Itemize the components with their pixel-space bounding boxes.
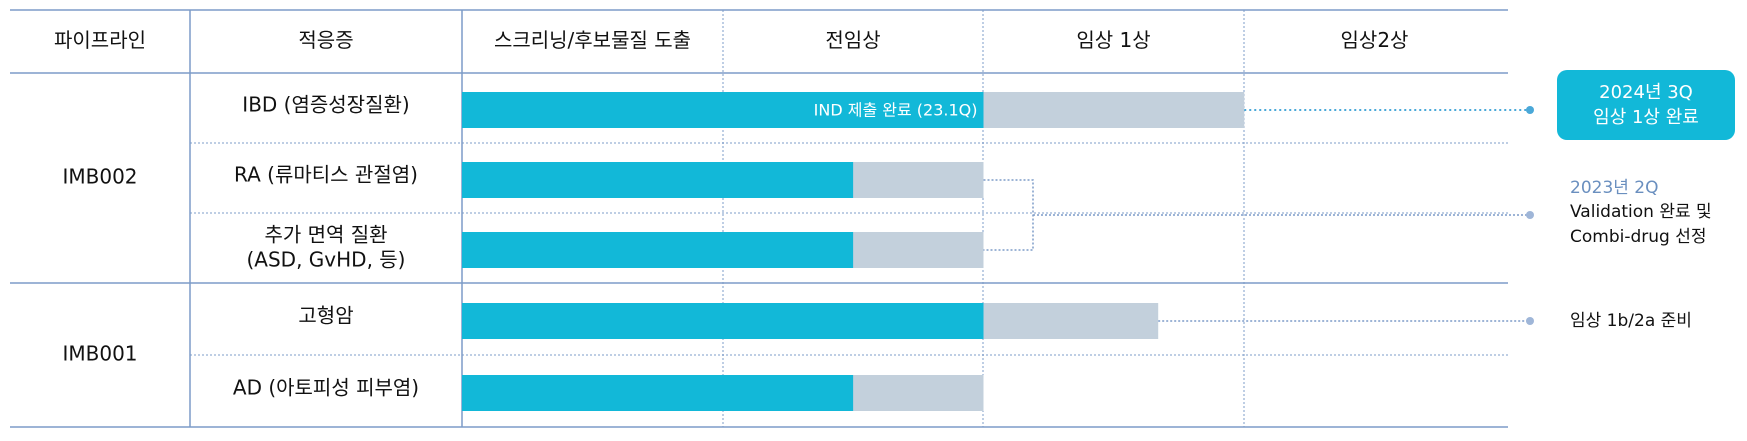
header-stage: 전임상: [825, 28, 880, 52]
indication-label: IBD (염증성장질환): [242, 93, 409, 117]
bars-layer: [462, 92, 1245, 411]
labels-layer: 파이프라인 적응증 스크리닝/후보물질 도출 전임상 임상 1상 임상2상 IBD (염증성…: [54, 28, 1408, 400]
pipeline-group-label: IMB001: [62, 342, 137, 366]
connector-dot: [1526, 211, 1534, 219]
milestone-badge: [1557, 70, 1735, 140]
milestone-date: 2023년 2Q: [1570, 178, 1659, 198]
indication-label: 고형암: [298, 304, 353, 328]
annotations-layer: 2024년 3Q 임상 1상 완료 2023년 2Q Validation 완료 및 C…: [983, 70, 1735, 331]
header-indication: 적응증: [298, 28, 353, 52]
bracket-connector: [983, 179, 1034, 251]
header-stage: 임상 1상: [1076, 28, 1150, 52]
bar-completed: [462, 232, 854, 268]
milestone-text: Combi-drug 선정: [1570, 227, 1707, 247]
bar-completed: [462, 92, 984, 128]
connector-dot: [1526, 106, 1534, 114]
bar-data-label: IND 제출 완료 (23.1Q): [814, 101, 978, 120]
milestone-text: 임상 1b/2a 준비: [1570, 311, 1692, 331]
milestone-badge-text: 2024년 3Q: [1599, 82, 1693, 103]
indication-label: AD (아토피성 피부염): [233, 376, 419, 400]
connector-dot: [1526, 317, 1534, 325]
indication-label: 추가 면역 질환: [264, 223, 387, 247]
pipeline-group-label: IMB002: [62, 165, 137, 189]
bar-completed: [462, 375, 854, 411]
grid-lines: [10, 9, 1508, 428]
milestone-badge-text: 임상 1상 완료: [1593, 107, 1699, 128]
header-stage: 임상2상: [1341, 28, 1409, 52]
bar-completed: [462, 303, 984, 339]
milestone-text: Validation 완료 및: [1570, 202, 1712, 222]
header-pipeline: 파이프라인: [54, 28, 146, 52]
indication-label: (ASD, GvHD, 등): [247, 248, 406, 272]
header-stage: 스크리닝/후보물질 도출: [494, 28, 691, 52]
indication-label: RA (류마티스 관절염): [234, 163, 418, 187]
bar-completed: [462, 162, 854, 198]
